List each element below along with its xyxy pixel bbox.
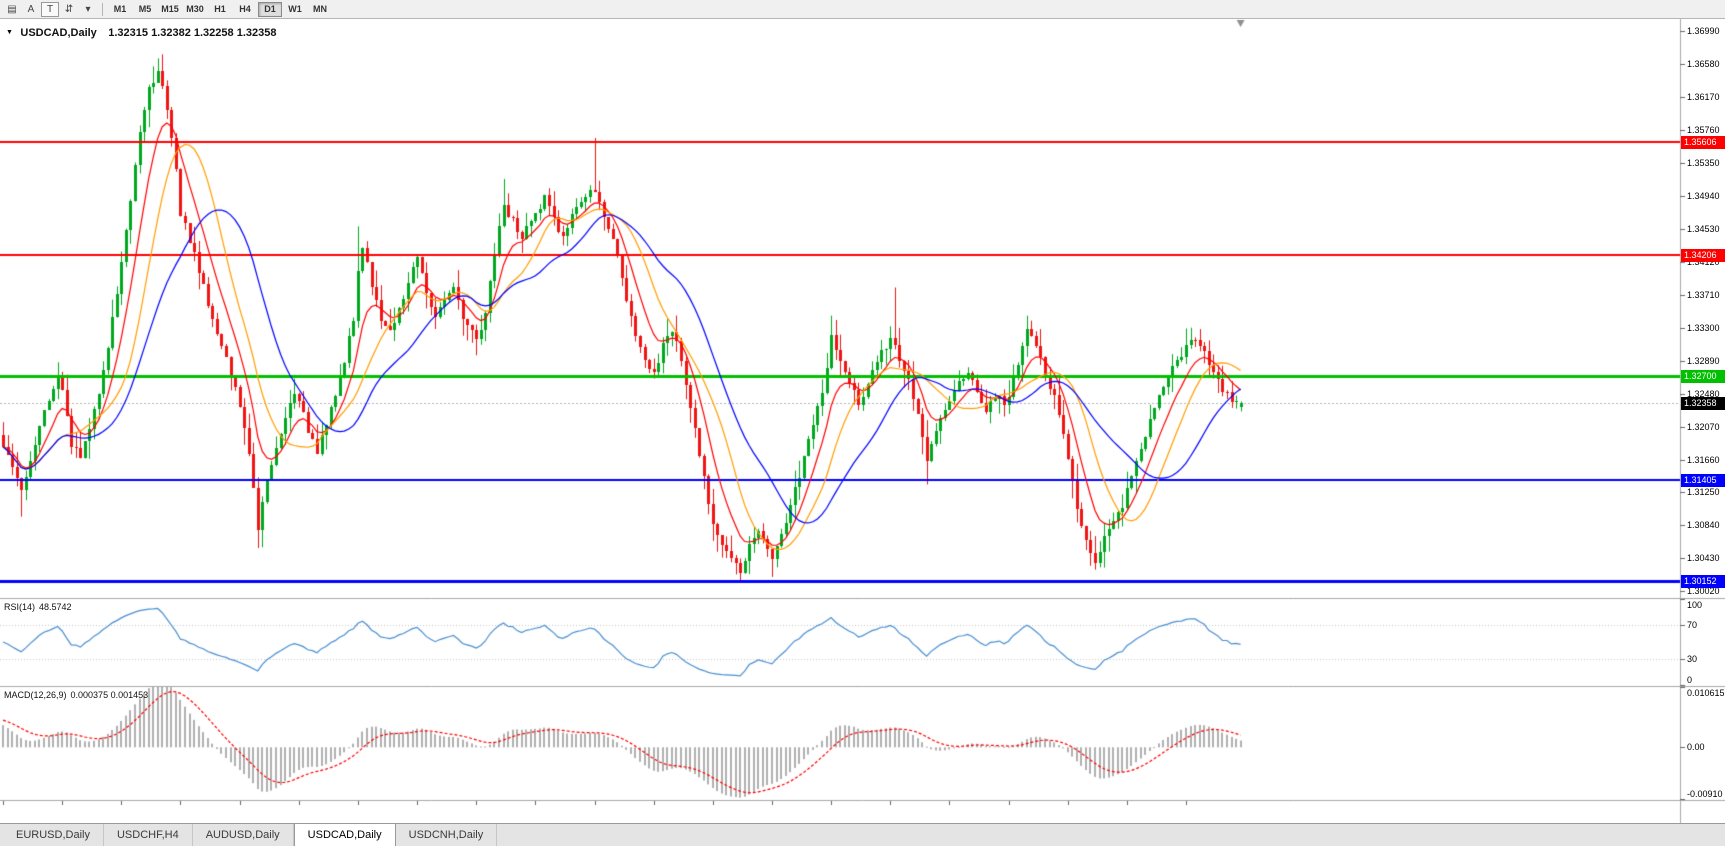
vertical-scale-icon[interactable]: ⇵ [64, 3, 74, 15]
chart-window: ▼ USDCAD,Daily 1.32315 1.32382 1.32258 1… [0, 19, 1725, 823]
timeframe-button-m1[interactable]: M1 [113, 4, 127, 14]
timeframe-button-h1[interactable]: H1 [214, 4, 226, 14]
tab-eurusd-daily[interactable]: EURUSD,Daily [3, 824, 104, 846]
timeframe-button-h4[interactable]: H4 [239, 4, 251, 14]
tab-usdcad-daily[interactable]: USDCAD,Daily [293, 824, 396, 846]
timeframe-button-w1[interactable]: W1 [288, 4, 302, 14]
timeframe-button-mn[interactable]: MN [313, 4, 327, 14]
toolbar-separator [102, 2, 103, 16]
cursor-a-icon[interactable]: A [27, 3, 35, 15]
text-tool-icon[interactable]: T [41, 1, 59, 17]
timeframe-button-d1[interactable]: D1 [258, 1, 282, 17]
timeframe-button-m30[interactable]: M30 [186, 4, 204, 14]
price-chart-canvas[interactable] [0, 19, 1725, 823]
timeframe-button-m15[interactable]: M15 [161, 4, 179, 14]
chart-tabs-bar: EURUSD,Daily USDCHF,H4 AUDUSD,Daily USDCAD,… [0, 823, 1725, 846]
chart-properties-icon[interactable]: ▤ [7, 3, 17, 15]
tab-usdchf-h4[interactable]: USDCHF,H4 [104, 824, 193, 846]
dropdown-caret-icon[interactable]: ▾ [85, 3, 91, 15]
tab-usdcnh-daily[interactable]: USDCNH,Daily [396, 824, 498, 846]
timeframes-toolbar: ▤ A T ⇵ ▾ M1 M5 M15 M30 H1 H4 D1 W1 MN [0, 0, 1725, 19]
timeframe-button-m5[interactable]: M5 [138, 4, 152, 14]
tab-audusd-daily[interactable]: AUDUSD,Daily [193, 824, 294, 846]
